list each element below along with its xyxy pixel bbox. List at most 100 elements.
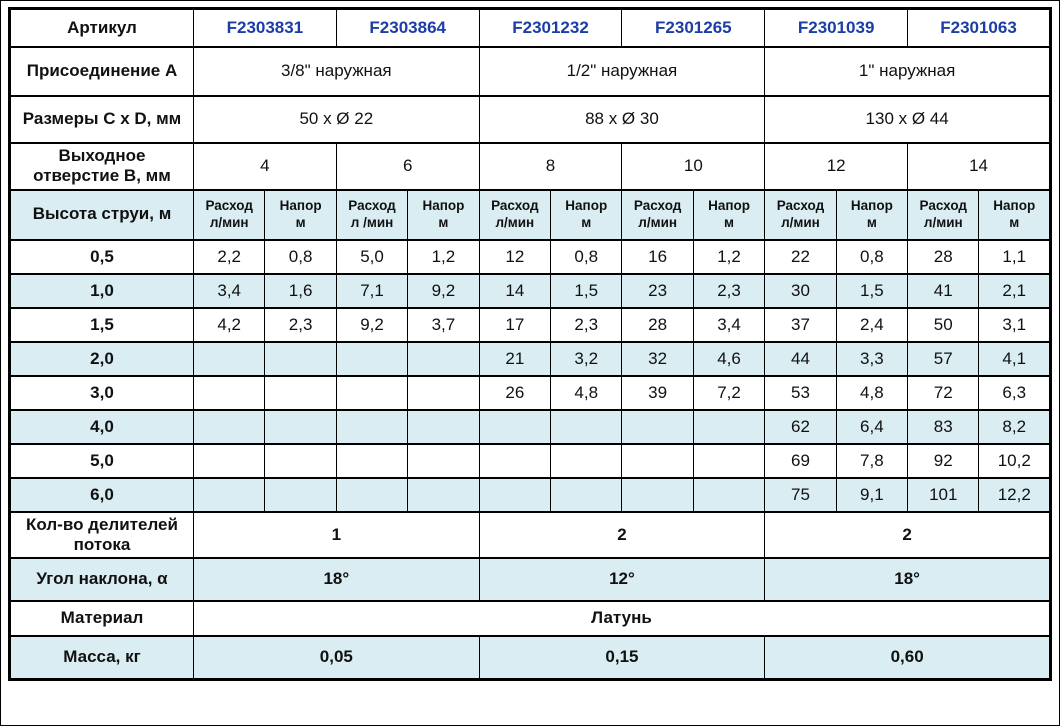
data-row-4.0: 4,0 62 6,4 83 8,2 xyxy=(9,408,1051,445)
data-cell: 83 xyxy=(907,408,980,445)
jet-height-value: 1,0 xyxy=(9,272,194,309)
connection-value: 1/2" наружная xyxy=(478,45,766,97)
mass-value: 0,05 xyxy=(193,634,480,681)
data-cell xyxy=(264,374,337,411)
data-cell: 32 xyxy=(621,340,694,377)
article-number: F2301232 xyxy=(478,7,623,48)
angle-value: 18° xyxy=(764,556,1051,602)
dimensions-value: 50 x Ø 22 xyxy=(193,94,480,144)
data-cell: 0,8 xyxy=(835,238,909,275)
data-row-0.5: 0,5 2,2 0,8 5,0 1,2 12 0,8 16 1,2 22 0,8… xyxy=(9,238,1051,275)
data-cell: 4,1 xyxy=(978,340,1051,377)
data-cell: 26 xyxy=(478,374,552,411)
mass-value: 0,60 xyxy=(764,634,1051,681)
jet-height-value: 6,0 xyxy=(9,476,194,513)
connection-value: 3/8" наружная xyxy=(193,45,480,97)
data-cell: 2,3 xyxy=(264,306,337,343)
data-cell: 28 xyxy=(621,306,694,343)
data-cell: 2,3 xyxy=(692,272,766,309)
data-cell xyxy=(621,408,694,445)
mass-row-label: Масса, кг xyxy=(9,634,194,681)
data-cell: 21 xyxy=(478,340,552,377)
nozzle-spec-table: Артикул F2303831 F2303864 F2301232 F2301… xyxy=(8,7,1052,682)
data-cell: 6,4 xyxy=(835,408,909,445)
connection-row-label: Присоединение A xyxy=(9,45,194,97)
data-cell: 1,2 xyxy=(692,238,766,275)
data-cell xyxy=(692,442,766,479)
head-header: Напор м xyxy=(550,188,623,241)
data-cell: 5,0 xyxy=(335,238,409,275)
data-cell: 9,2 xyxy=(407,272,480,309)
data-cell: 9,1 xyxy=(835,476,909,513)
data-cell xyxy=(550,408,623,445)
data-cell: 14 xyxy=(478,272,552,309)
angle-row-label: Угол наклона, α xyxy=(9,556,194,602)
data-cell: 57 xyxy=(907,340,980,377)
dividers-row: Кол-во делителей потока 1 2 2 xyxy=(9,510,1051,559)
head-header: Напор м xyxy=(978,188,1051,241)
data-cell: 7,8 xyxy=(835,442,909,479)
data-cell: 8,2 xyxy=(978,408,1051,445)
data-cell: 12,2 xyxy=(978,476,1051,513)
data-cell: 23 xyxy=(621,272,694,309)
material-row: Материал Латунь xyxy=(9,599,1051,637)
article-number: F2303864 xyxy=(335,7,480,48)
head-header: Напор м xyxy=(407,188,480,241)
data-cell: 39 xyxy=(621,374,694,411)
data-cell: 4,2 xyxy=(192,306,266,343)
data-cell xyxy=(407,340,480,377)
column-header-row: Высота струи, м Расход л/мин Напор м Рас… xyxy=(9,188,1051,241)
article-number: F2301063 xyxy=(907,7,1051,48)
data-cell xyxy=(692,408,766,445)
data-cell: 1,1 xyxy=(978,238,1051,275)
data-cell xyxy=(192,340,266,377)
jet-height-value: 4,0 xyxy=(9,408,194,445)
data-cell: 50 xyxy=(907,306,980,343)
article-row-label: Артикул xyxy=(9,7,194,48)
head-header: Напор м xyxy=(264,188,337,241)
data-cell: 7,2 xyxy=(692,374,766,411)
article-number: F2301265 xyxy=(621,7,766,48)
data-cell: 28 xyxy=(907,238,980,275)
angle-row: Угол наклона, α 18° 12° 18° xyxy=(9,556,1051,602)
jet-height-value: 1,5 xyxy=(9,306,194,343)
outlet-size: 8 xyxy=(478,141,623,191)
data-row-1.5: 1,5 4,2 2,3 9,2 3,7 17 2,3 28 3,4 37 2,4… xyxy=(9,306,1051,343)
data-cell: 10,2 xyxy=(978,442,1051,479)
data-cell xyxy=(335,442,409,479)
data-cell: 62 xyxy=(764,408,837,445)
data-cell xyxy=(407,408,480,445)
data-row-6.0: 6,0 75 9,1 101 12,2 xyxy=(9,476,1051,513)
data-cell: 3,4 xyxy=(192,272,266,309)
mass-value: 0,15 xyxy=(478,634,766,681)
data-cell xyxy=(407,442,480,479)
dimensions-value: 88 x Ø 30 xyxy=(478,94,766,144)
data-cell: 1,5 xyxy=(835,272,909,309)
data-cell: 2,4 xyxy=(835,306,909,343)
data-cell: 69 xyxy=(764,442,837,479)
data-row-1.0: 1,0 3,4 1,6 7,1 9,2 14 1,5 23 2,3 30 1,5… xyxy=(9,272,1051,309)
flow-header: Расход л/мин xyxy=(621,188,694,241)
data-cell: 53 xyxy=(764,374,837,411)
data-cell: 9,2 xyxy=(335,306,409,343)
outlet-size: 4 xyxy=(193,141,337,191)
dividers-value: 2 xyxy=(764,510,1051,559)
data-cell xyxy=(478,408,552,445)
article-number: F2303831 xyxy=(193,7,337,48)
data-cell: 1,2 xyxy=(407,238,480,275)
data-cell: 41 xyxy=(907,272,980,309)
data-cell: 0,8 xyxy=(550,238,623,275)
data-cell xyxy=(264,476,337,513)
data-cell: 2,3 xyxy=(550,306,623,343)
data-cell: 3,1 xyxy=(978,306,1051,343)
data-cell xyxy=(335,340,409,377)
data-cell: 4,8 xyxy=(835,374,909,411)
data-cell: 7,1 xyxy=(335,272,409,309)
data-cell: 1,5 xyxy=(550,272,623,309)
data-cell: 12 xyxy=(478,238,552,275)
data-cell: 44 xyxy=(764,340,837,377)
data-row-5.0: 5,0 69 7,8 92 10,2 xyxy=(9,442,1051,479)
data-cell: 4,6 xyxy=(692,340,766,377)
data-cell xyxy=(335,476,409,513)
